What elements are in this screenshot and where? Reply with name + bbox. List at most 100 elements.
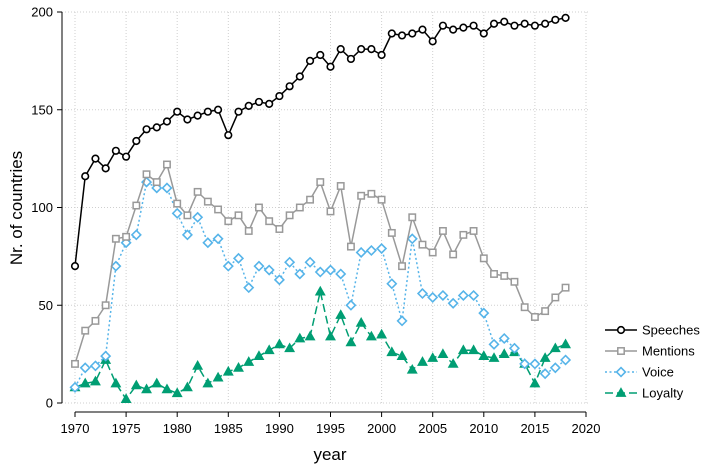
speeches-point	[203, 107, 212, 116]
speeches-point	[224, 131, 233, 140]
speeches-point	[326, 62, 335, 71]
speeches-point	[265, 99, 274, 108]
mentions-point	[377, 195, 386, 204]
voice-point	[304, 256, 316, 268]
loyalty-point	[365, 330, 377, 341]
voice-point	[253, 260, 265, 272]
legend-marker-speeches	[616, 325, 626, 335]
loyalty-point	[396, 350, 408, 360]
voice-point	[427, 291, 439, 303]
speeches-point	[254, 97, 264, 107]
y-tick-label: 150	[31, 102, 53, 117]
speeches-point	[275, 91, 284, 101]
mentions-series	[71, 160, 570, 368]
voice-point	[468, 289, 480, 302]
speeches-point	[469, 21, 478, 30]
series-group	[69, 13, 572, 403]
loyalty-point	[243, 356, 255, 366]
mentions-point	[183, 211, 192, 220]
speeches-point	[500, 17, 509, 26]
voice-point	[447, 297, 459, 309]
voice-point	[335, 268, 347, 280]
loyalty-point	[437, 348, 449, 359]
x-tick-label: 1970	[61, 421, 90, 436]
mentions-point	[295, 203, 304, 212]
speeches-point	[285, 82, 294, 91]
y-tick-label: 100	[31, 200, 53, 215]
legend-marker-mentions	[617, 347, 625, 355]
loyalty-point	[325, 330, 336, 341]
speeches-series	[70, 13, 570, 271]
voice-point	[79, 362, 91, 374]
speeches-point	[91, 154, 100, 163]
loyalty-point	[457, 344, 469, 355]
x-tick-label: 1980	[163, 421, 192, 436]
voice-point	[416, 287, 429, 300]
voice-point	[498, 332, 510, 345]
loyalty-point	[539, 352, 551, 362]
voice-point	[273, 274, 285, 286]
mentions-point	[357, 191, 366, 200]
voice-point	[488, 338, 500, 350]
mentions-point	[479, 254, 488, 263]
loyalty-point	[560, 338, 572, 349]
voice-point	[202, 237, 214, 249]
mentions-line	[74, 163, 567, 365]
loyalty-point	[79, 377, 91, 388]
speeches-point	[81, 172, 90, 181]
x-tick-label: 2015	[520, 421, 549, 436]
voice-point	[212, 233, 224, 245]
loyalty-point	[355, 317, 367, 327]
voice-point	[396, 315, 408, 327]
voice-point	[181, 229, 193, 241]
mentions-point	[71, 359, 79, 368]
loyalty-point	[335, 309, 347, 319]
speeches-point	[397, 31, 407, 40]
loyalty-point	[151, 377, 163, 388]
mentions-point	[387, 228, 396, 237]
speeches-point	[541, 19, 550, 28]
legend-item-mentions: Mentions	[605, 344, 695, 359]
speeches-point	[551, 15, 560, 24]
mentions-point	[91, 316, 100, 325]
voice-point	[549, 362, 561, 374]
y-tick-label: 200	[31, 5, 53, 20]
speeches-point	[316, 50, 325, 60]
speeches-point	[408, 29, 417, 38]
speeches-point	[162, 117, 172, 126]
mentions-point	[510, 277, 519, 286]
x-tick-label: 2000	[367, 421, 396, 436]
loyalty-point	[120, 393, 132, 403]
voice-point	[130, 229, 142, 241]
mentions-point	[408, 213, 417, 222]
speeches-point	[459, 23, 468, 32]
loyalty-point	[202, 377, 214, 388]
voice-point	[437, 289, 449, 302]
mentions-point	[111, 234, 120, 243]
speeches-point	[346, 54, 356, 64]
voice-series	[69, 176, 572, 393]
mentions-point	[500, 271, 509, 280]
loyalty-point	[161, 383, 173, 394]
voice-point	[560, 354, 572, 366]
loyalty-point	[549, 342, 561, 353]
mentions-point	[214, 205, 223, 214]
x-tick-label: 1995	[316, 421, 345, 436]
mentions-point	[428, 248, 437, 257]
mentions-point	[398, 262, 406, 271]
voice-point	[529, 358, 541, 370]
loyalty-point	[222, 365, 234, 376]
mentions-point	[469, 227, 478, 235]
loyalty-point	[304, 330, 316, 341]
mentions-point	[418, 240, 427, 249]
voice-point	[100, 350, 112, 362]
mentions-point	[346, 242, 355, 251]
speeches-point	[295, 72, 304, 81]
loyalty-point	[89, 375, 101, 386]
mentions-point	[173, 199, 182, 208]
loyalty-point	[284, 342, 296, 353]
voice-point	[161, 182, 173, 194]
speeches-point	[357, 45, 366, 54]
loyalty-point	[253, 350, 265, 360]
mentions-point	[316, 178, 325, 187]
